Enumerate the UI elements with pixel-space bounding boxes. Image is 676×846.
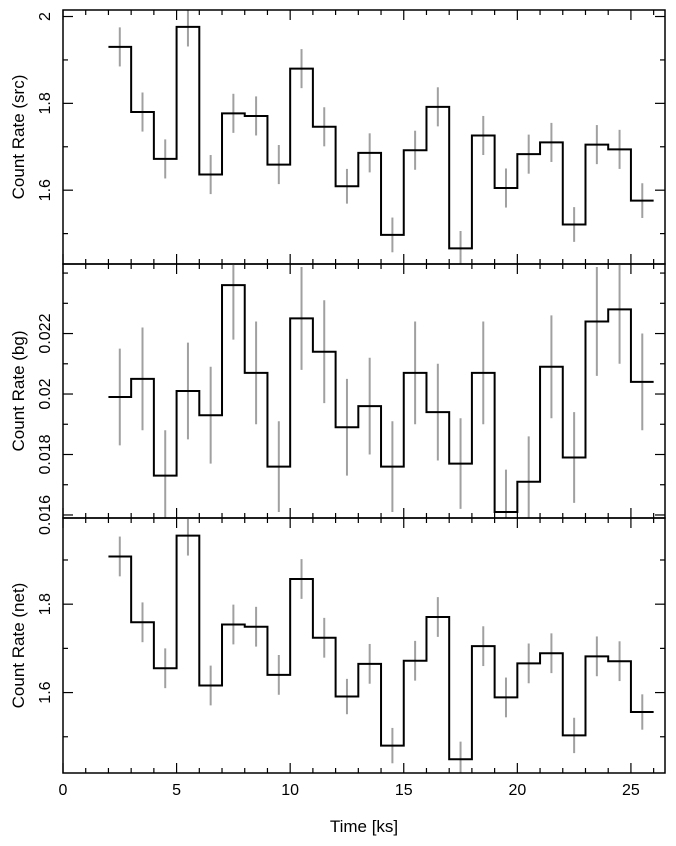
y-tick-label-1-2: 1.8: [37, 92, 54, 114]
x-tick-label-3: 10: [281, 782, 299, 799]
y-axis-label-1: Count Rate (src): [9, 75, 28, 200]
step-series-panel-1: [108, 25, 654, 250]
y-tick-label-1-1: 1.6: [37, 179, 54, 201]
y-tick-label-1-3: 2: [37, 12, 54, 21]
y-tick-label-2-1: 0.016: [37, 495, 54, 535]
x-tick-label-1: 0: [59, 782, 68, 799]
y-axis-label-3: Count Rate (net): [9, 583, 28, 709]
y-tick-label-2-4: 0.022: [37, 313, 54, 353]
panel-frame-3: [62, 517, 666, 774]
y-tick-label-3-1: 1.6: [37, 681, 54, 703]
x-tick-label-4: 15: [395, 782, 413, 799]
step-series-panel-3: [108, 534, 654, 761]
step-series-panel-2: [108, 284, 654, 513]
y-tick-label-2-3: 0.02: [37, 378, 54, 409]
x-axis-label: Time [ks]: [330, 817, 398, 836]
y-axis-label-2: Count Rate (bg): [9, 331, 28, 452]
y-tick-label-3-2: 1.8: [37, 593, 54, 615]
y-tick-label-2-2: 0.018: [37, 434, 54, 474]
x-tick-label-5: 20: [508, 782, 526, 799]
x-tick-label-6: 25: [622, 782, 640, 799]
x-tick-label-2: 5: [172, 782, 181, 799]
